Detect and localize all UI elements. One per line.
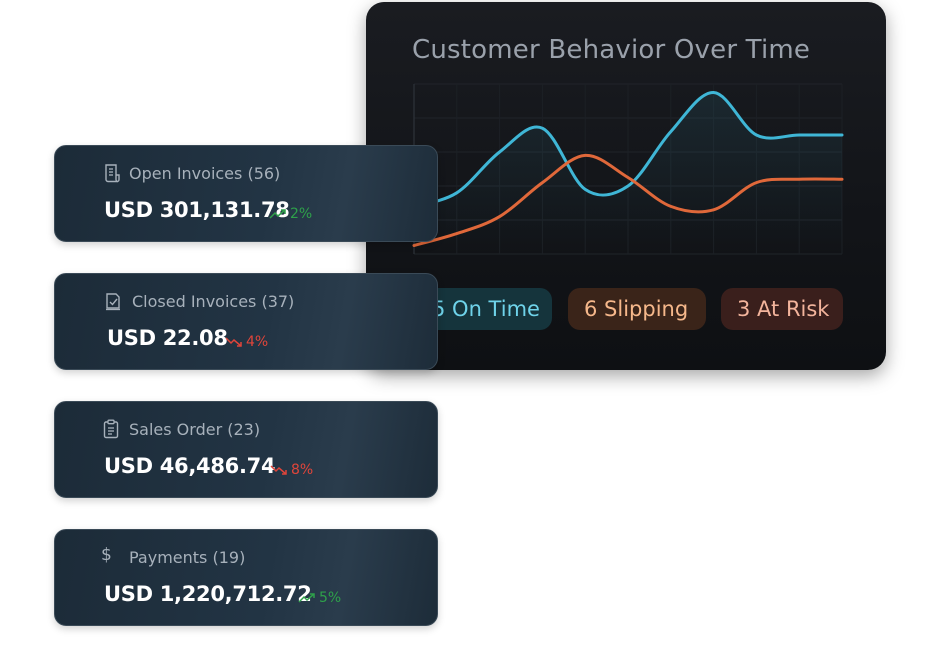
chart-title: Customer Behavior Over Time [412,35,811,65]
sales-order-card[interactable]: Sales Order (23) USD 46,486.74 8% [54,401,438,498]
trend-value: 5% [319,590,342,606]
on-time-pill[interactable]: 5 On Time [418,288,552,330]
trend-down-icon [225,337,242,347]
card-label: Closed Invoices (37) [132,292,295,311]
trend-indicator: 5% [298,590,341,606]
series-area [414,92,842,254]
card-label: Sales Order (23) [129,420,261,439]
at-risk-pill[interactable]: 3 At Risk [721,288,843,330]
trend-value: 2% [290,206,313,222]
receipt-icon [105,164,120,183]
open-invoices-card[interactable]: Open Invoices (56) USD 301,131.78 2% [54,145,438,242]
payments-card[interactable]: $ Payments (19) USD 1,220,712.72 5% [54,529,438,626]
closed-invoices-card[interactable]: Closed Invoices (37) USD 22.08 4% [54,273,438,370]
trend-up-icon [269,209,286,219]
dollar-icon: $ [101,545,112,565]
chart-card: Customer Behavior Over Time 5 On Time 6 … [366,2,886,370]
clipboard-icon [103,419,119,439]
trend-value: 8% [291,462,314,478]
trend-down-icon [270,465,287,475]
trend-indicator: 4% [225,334,268,350]
series-line-1 [412,90,844,208]
card-value: USD 301,131.78 [104,198,290,222]
trend-indicator: 8% [270,462,313,478]
trend-up-icon [298,593,315,603]
card-value: USD 1,220,712.72 [104,582,312,606]
trend-value: 4% [246,334,269,350]
slipping-pill[interactable]: 6 Slipping [568,288,706,330]
card-label: Open Invoices (56) [129,164,281,183]
card-value: USD 46,486.74 [104,454,276,478]
trend-indicator: 2% [269,206,312,222]
checked-document-icon [106,293,120,311]
card-value: USD 22.08 [107,326,228,350]
card-label: Payments (19) [129,548,246,567]
series-line-2 [412,153,844,247]
